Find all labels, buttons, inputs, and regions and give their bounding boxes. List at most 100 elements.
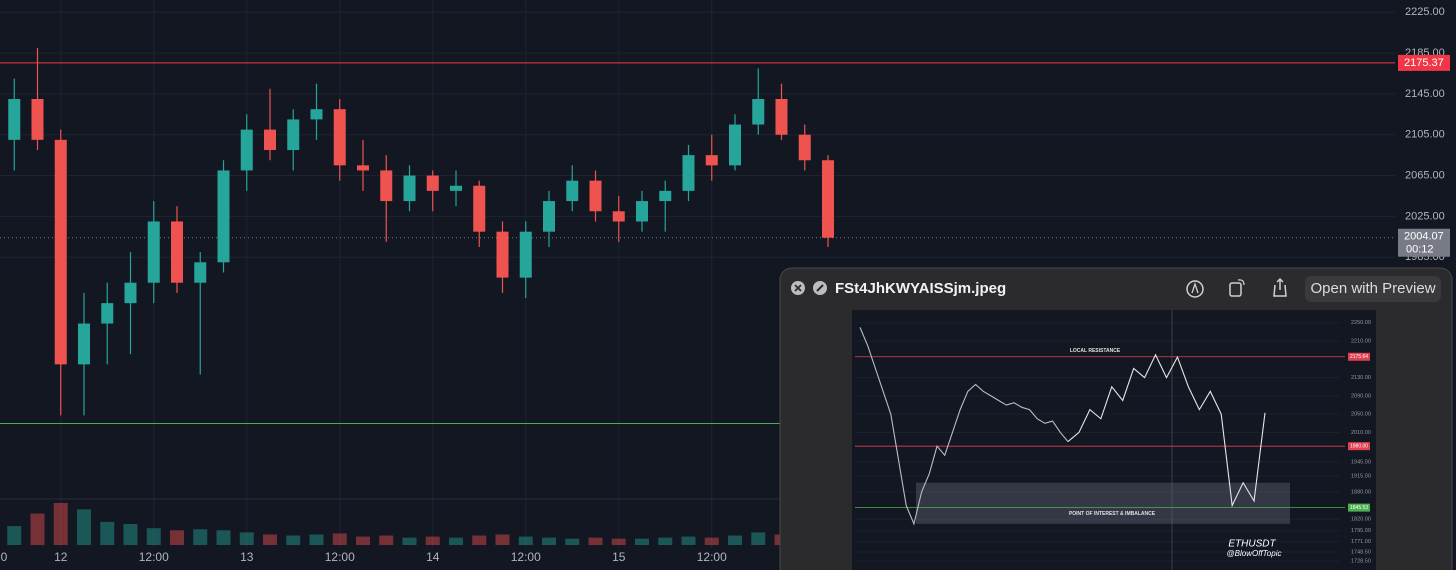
- zone-text: POINT OF INTEREST & IMBALANCE: [1069, 511, 1156, 517]
- candle-body: [310, 109, 323, 120]
- volume-bar: [263, 534, 277, 545]
- volume-bar: [472, 535, 487, 545]
- candle-body: [705, 155, 718, 166]
- candle-body: [8, 99, 21, 140]
- candle-body: [566, 180, 579, 202]
- x-tick-label: 15: [612, 550, 626, 564]
- candle-body: [357, 165, 369, 171]
- rotate-button[interactable]: [1229, 279, 1245, 297]
- candle-body: [240, 129, 253, 171]
- volume-bar: [635, 538, 649, 545]
- inner-y-tick-label: 1728.50: [1351, 559, 1371, 565]
- inner-y-tick-label: 1771.00: [1351, 539, 1371, 545]
- inner-y-tick-label: 2250.00: [1351, 320, 1371, 326]
- resistance-badge: [1398, 54, 1450, 71]
- inner-y-tick-label: 1820.00: [1351, 517, 1371, 523]
- fullscreen-icon: [816, 284, 824, 292]
- volume-bar: [751, 532, 766, 545]
- volume-bar: [146, 528, 161, 545]
- inner-y-tick-label: 1880.00: [1351, 489, 1371, 495]
- candle-body: [124, 282, 137, 304]
- open-button-label[interactable]: Open with Preview: [1310, 280, 1435, 297]
- candle-body: [78, 323, 90, 365]
- candle-body: [822, 160, 834, 238]
- resistance-label: 2175.37: [1404, 57, 1444, 69]
- symbol-text: ETHUSDT: [1228, 539, 1276, 550]
- candle-body: [287, 119, 300, 151]
- close-icon: [794, 284, 802, 292]
- inner-resistance-badge: [1348, 352, 1370, 361]
- candle-body: [31, 99, 44, 140]
- candle-body: [589, 180, 602, 212]
- inner-chart: 2250.00 2210.00 2130.00 2090.00 2050.00 2010.…: [855, 310, 1371, 570]
- open-button[interactable]: [1305, 276, 1441, 302]
- volume-bar: [681, 536, 696, 545]
- markup-button[interactable]: [1186, 280, 1204, 298]
- candle-body: [54, 139, 67, 365]
- x-tick-label: 12: [54, 550, 68, 564]
- candle-body: [264, 129, 276, 151]
- candle-body: [147, 221, 160, 283]
- volume-bar: [30, 513, 45, 545]
- y-tick-label: 2025.00: [1405, 210, 1445, 222]
- candle-body: [403, 175, 416, 202]
- file-name: FSt4JhKWYAISSjm.jpeg: [835, 280, 1006, 297]
- inner-y-tick-label: 2050.00: [1351, 412, 1371, 418]
- volume-bar: [542, 537, 556, 545]
- candle-body: [519, 231, 532, 278]
- preview-window: FSt4JhKWYAISSjm.jpeg Open with Preview 2…: [779, 267, 1453, 570]
- volume-bar: [7, 526, 22, 545]
- share-button[interactable]: [1273, 277, 1287, 297]
- x-tick-label: 0: [1, 550, 8, 564]
- last-price-label: 2004.07: [1404, 231, 1444, 243]
- inner-y-tick-label: 1795.00: [1351, 528, 1371, 534]
- candle-body: [543, 201, 555, 232]
- inner-y-tick-label: 1945.00: [1351, 460, 1371, 466]
- interest-zone: [916, 482, 1290, 524]
- y-tick-label: 2145.00: [1405, 88, 1445, 100]
- y-tick-label: 2065.00: [1405, 169, 1445, 181]
- volume-bar: [449, 537, 463, 545]
- candle-body: [636, 201, 648, 222]
- inner-support-badge: [1348, 503, 1370, 512]
- volume-bar: [193, 529, 208, 545]
- candle-body: [217, 170, 230, 263]
- y-tick-label: 2225.00: [1405, 6, 1445, 18]
- inner-resistance-label: 2175.64: [1350, 354, 1368, 360]
- candle-body: [426, 175, 439, 191]
- inner-support-label: 1845.53: [1350, 505, 1368, 511]
- candle-body: [496, 231, 509, 278]
- volume-bar: [309, 534, 324, 545]
- inner-y-tick-label: 2210.00: [1351, 339, 1371, 345]
- x-tick-label: 12:00: [511, 550, 541, 564]
- candle-body: [101, 303, 114, 324]
- volume-bar: [379, 535, 394, 545]
- candle-body: [473, 185, 486, 232]
- inner-y-tick-label: 1915.00: [1351, 473, 1371, 479]
- candle-body: [775, 99, 788, 135]
- inner-y-tick-label: 2130.00: [1351, 375, 1371, 381]
- volume-bar: [100, 521, 115, 545]
- inner-current-label: 1980.00: [1350, 443, 1368, 449]
- countdown-label: 00:12: [1406, 244, 1434, 256]
- candle-body: [450, 185, 462, 191]
- volume-bar: [332, 533, 347, 545]
- inner-y-tick-label: 2090.00: [1351, 393, 1371, 399]
- resistance-text: LOCAL RESISTANCE: [1070, 348, 1121, 354]
- candle-body: [659, 190, 672, 202]
- candle-body: [752, 99, 765, 125]
- candle-body: [612, 211, 625, 222]
- volume-bar: [53, 503, 68, 545]
- x-tick-label: 12:00: [139, 550, 169, 564]
- volume-bar: [518, 536, 533, 545]
- candle-body: [171, 221, 183, 283]
- projection-line: [1067, 353, 1266, 508]
- volume-bar: [611, 538, 626, 545]
- volume-bar: [216, 530, 231, 545]
- volume-bar: [123, 524, 138, 545]
- inner-y-tick-label: 2010.00: [1351, 430, 1371, 436]
- volume-bar: [658, 537, 673, 545]
- last-price-badge: [1398, 228, 1450, 257]
- x-tick-label: 12:00: [325, 550, 355, 564]
